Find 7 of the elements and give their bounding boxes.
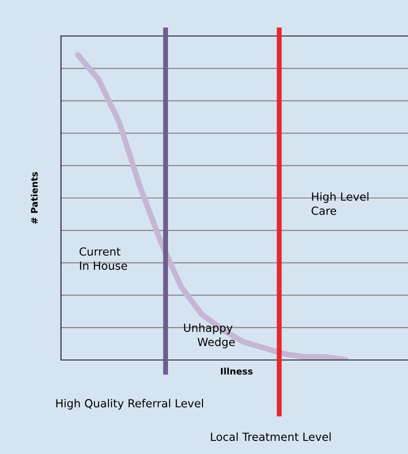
y-axis-title: # Patients [30,172,38,224]
text: Local Treatment Level [211,432,331,442]
text: High Quality Referral Level [56,398,203,410]
annotation: High Level Care [312,192,368,215]
annotation: Current In House [80,247,128,270]
x-axis-title: Illness [220,368,253,375]
annotation: Unhappy Wedge [184,323,235,348]
